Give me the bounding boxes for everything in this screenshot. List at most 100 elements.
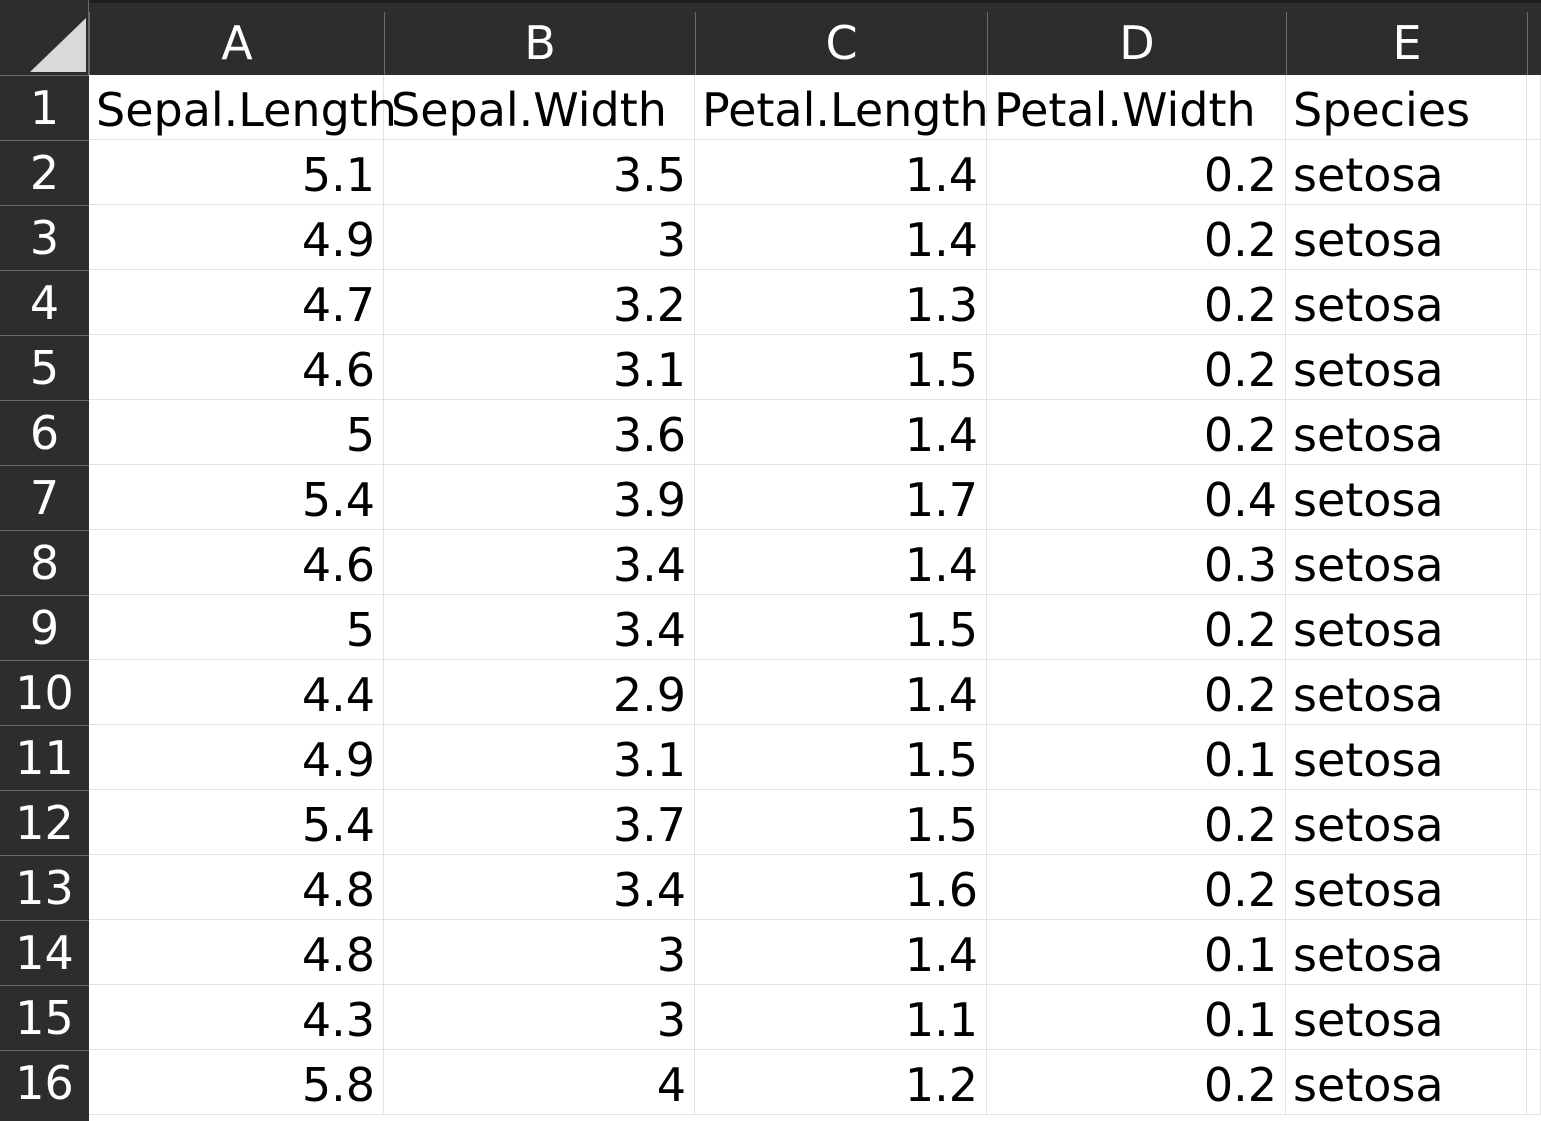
cell-f2[interactable] bbox=[1527, 140, 1541, 205]
cell-e13[interactable]: setosa bbox=[1286, 855, 1527, 920]
cell-c4[interactable]: 1.3 bbox=[695, 270, 987, 335]
cell-d5[interactable]: 0.2 bbox=[987, 335, 1286, 400]
cell-e1[interactable]: Species bbox=[1286, 75, 1527, 140]
row-header-11[interactable]: 11 bbox=[0, 725, 89, 790]
cell-e10[interactable]: setosa bbox=[1286, 660, 1527, 725]
cell-c2[interactable]: 1.4 bbox=[695, 140, 987, 205]
row-header-15[interactable]: 15 bbox=[0, 985, 89, 1050]
cell-f4[interactable] bbox=[1527, 270, 1541, 335]
row-header-9[interactable]: 9 bbox=[0, 595, 89, 660]
cell-b13[interactable]: 3.4 bbox=[384, 855, 695, 920]
cell-b14[interactable]: 3 bbox=[384, 920, 695, 985]
column-header-b[interactable]: B bbox=[384, 12, 695, 75]
cell-f16[interactable] bbox=[1527, 1050, 1541, 1115]
cell-c5[interactable]: 1.5 bbox=[695, 335, 987, 400]
cell-d10[interactable]: 0.2 bbox=[987, 660, 1286, 725]
cell-c12[interactable]: 1.5 bbox=[695, 790, 987, 855]
cell-b11[interactable]: 3.1 bbox=[384, 725, 695, 790]
cell-e12[interactable]: setosa bbox=[1286, 790, 1527, 855]
cell-d4[interactable]: 0.2 bbox=[987, 270, 1286, 335]
cell-c9[interactable]: 1.5 bbox=[695, 595, 987, 660]
cell-a7[interactable]: 5.4 bbox=[89, 465, 384, 530]
cell-a6[interactable]: 5 bbox=[89, 400, 384, 465]
cell-b6[interactable]: 3.6 bbox=[384, 400, 695, 465]
row-header-5[interactable]: 5 bbox=[0, 335, 89, 400]
cell-e14[interactable]: setosa bbox=[1286, 920, 1527, 985]
row-header-14[interactable]: 14 bbox=[0, 920, 89, 985]
cell-f14[interactable] bbox=[1527, 920, 1541, 985]
cell-a14[interactable]: 4.8 bbox=[89, 920, 384, 985]
cell-f7[interactable] bbox=[1527, 465, 1541, 530]
cell-b12[interactable]: 3.7 bbox=[384, 790, 695, 855]
cell-e4[interactable]: setosa bbox=[1286, 270, 1527, 335]
cell-c7[interactable]: 1.7 bbox=[695, 465, 987, 530]
cell-d9[interactable]: 0.2 bbox=[987, 595, 1286, 660]
cell-d13[interactable]: 0.2 bbox=[987, 855, 1286, 920]
column-header-e[interactable]: E bbox=[1286, 12, 1527, 75]
cell-e7[interactable]: setosa bbox=[1286, 465, 1527, 530]
cell-e3[interactable]: setosa bbox=[1286, 205, 1527, 270]
cell-f10[interactable] bbox=[1527, 660, 1541, 725]
cell-d14[interactable]: 0.1 bbox=[987, 920, 1286, 985]
cell-f9[interactable] bbox=[1527, 595, 1541, 660]
cell-c14[interactable]: 1.4 bbox=[695, 920, 987, 985]
column-header-c[interactable]: C bbox=[695, 12, 987, 75]
cell-f13[interactable] bbox=[1527, 855, 1541, 920]
cell-e15[interactable]: setosa bbox=[1286, 985, 1527, 1050]
cell-d8[interactable]: 0.3 bbox=[987, 530, 1286, 595]
cell-b7[interactable]: 3.9 bbox=[384, 465, 695, 530]
cell-e11[interactable]: setosa bbox=[1286, 725, 1527, 790]
cell-d1[interactable]: Petal.Width bbox=[987, 75, 1286, 140]
column-header-a[interactable]: A bbox=[89, 12, 384, 75]
cell-a12[interactable]: 5.4 bbox=[89, 790, 384, 855]
cell-a16[interactable]: 5.8 bbox=[89, 1050, 384, 1115]
cell-d2[interactable]: 0.2 bbox=[987, 140, 1286, 205]
row-header-10[interactable]: 10 bbox=[0, 660, 89, 725]
cell-f15[interactable] bbox=[1527, 985, 1541, 1050]
cell-b16[interactable]: 4 bbox=[384, 1050, 695, 1115]
cell-c8[interactable]: 1.4 bbox=[695, 530, 987, 595]
cell-e6[interactable]: setosa bbox=[1286, 400, 1527, 465]
cell-d15[interactable]: 0.1 bbox=[987, 985, 1286, 1050]
row-header-3[interactable]: 3 bbox=[0, 205, 89, 270]
cell-a3[interactable]: 4.9 bbox=[89, 205, 384, 270]
cell-f1[interactable] bbox=[1527, 75, 1541, 140]
row-header-4[interactable]: 4 bbox=[0, 270, 89, 335]
cell-d7[interactable]: 0.4 bbox=[987, 465, 1286, 530]
cell-a10[interactable]: 4.4 bbox=[89, 660, 384, 725]
row-header-6[interactable]: 6 bbox=[0, 400, 89, 465]
cell-a4[interactable]: 4.7 bbox=[89, 270, 384, 335]
cell-e9[interactable]: setosa bbox=[1286, 595, 1527, 660]
cell-e16[interactable]: setosa bbox=[1286, 1050, 1527, 1115]
cell-e2[interactable]: setosa bbox=[1286, 140, 1527, 205]
cell-a11[interactable]: 4.9 bbox=[89, 725, 384, 790]
row-header-8[interactable]: 8 bbox=[0, 530, 89, 595]
cell-b15[interactable]: 3 bbox=[384, 985, 695, 1050]
cell-f5[interactable] bbox=[1527, 335, 1541, 400]
select-all-button[interactable] bbox=[0, 0, 89, 75]
cell-f6[interactable] bbox=[1527, 400, 1541, 465]
cell-b10[interactable]: 2.9 bbox=[384, 660, 695, 725]
cell-e8[interactable]: setosa bbox=[1286, 530, 1527, 595]
cell-f8[interactable] bbox=[1527, 530, 1541, 595]
cell-c10[interactable]: 1.4 bbox=[695, 660, 987, 725]
cell-c15[interactable]: 1.1 bbox=[695, 985, 987, 1050]
cell-c1[interactable]: Petal.Length bbox=[695, 75, 989, 140]
cell-c13[interactable]: 1.6 bbox=[695, 855, 987, 920]
row-header-7[interactable]: 7 bbox=[0, 465, 89, 530]
cell-d16[interactable]: 0.2 bbox=[987, 1050, 1286, 1115]
cell-c3[interactable]: 1.4 bbox=[695, 205, 987, 270]
column-header-d[interactable]: D bbox=[987, 12, 1286, 75]
row-header-1[interactable]: 1 bbox=[0, 75, 89, 140]
cell-d3[interactable]: 0.2 bbox=[987, 205, 1286, 270]
cell-b3[interactable]: 3 bbox=[384, 205, 695, 270]
cell-d12[interactable]: 0.2 bbox=[987, 790, 1286, 855]
cell-b2[interactable]: 3.5 bbox=[384, 140, 695, 205]
cell-f12[interactable] bbox=[1527, 790, 1541, 855]
column-header-f[interactable] bbox=[1527, 12, 1541, 75]
cell-f11[interactable] bbox=[1527, 725, 1541, 790]
cell-a13[interactable]: 4.8 bbox=[89, 855, 384, 920]
row-header-16[interactable]: 16 bbox=[0, 1050, 89, 1115]
cell-a15[interactable]: 4.3 bbox=[89, 985, 384, 1050]
row-header-2[interactable]: 2 bbox=[0, 140, 89, 205]
